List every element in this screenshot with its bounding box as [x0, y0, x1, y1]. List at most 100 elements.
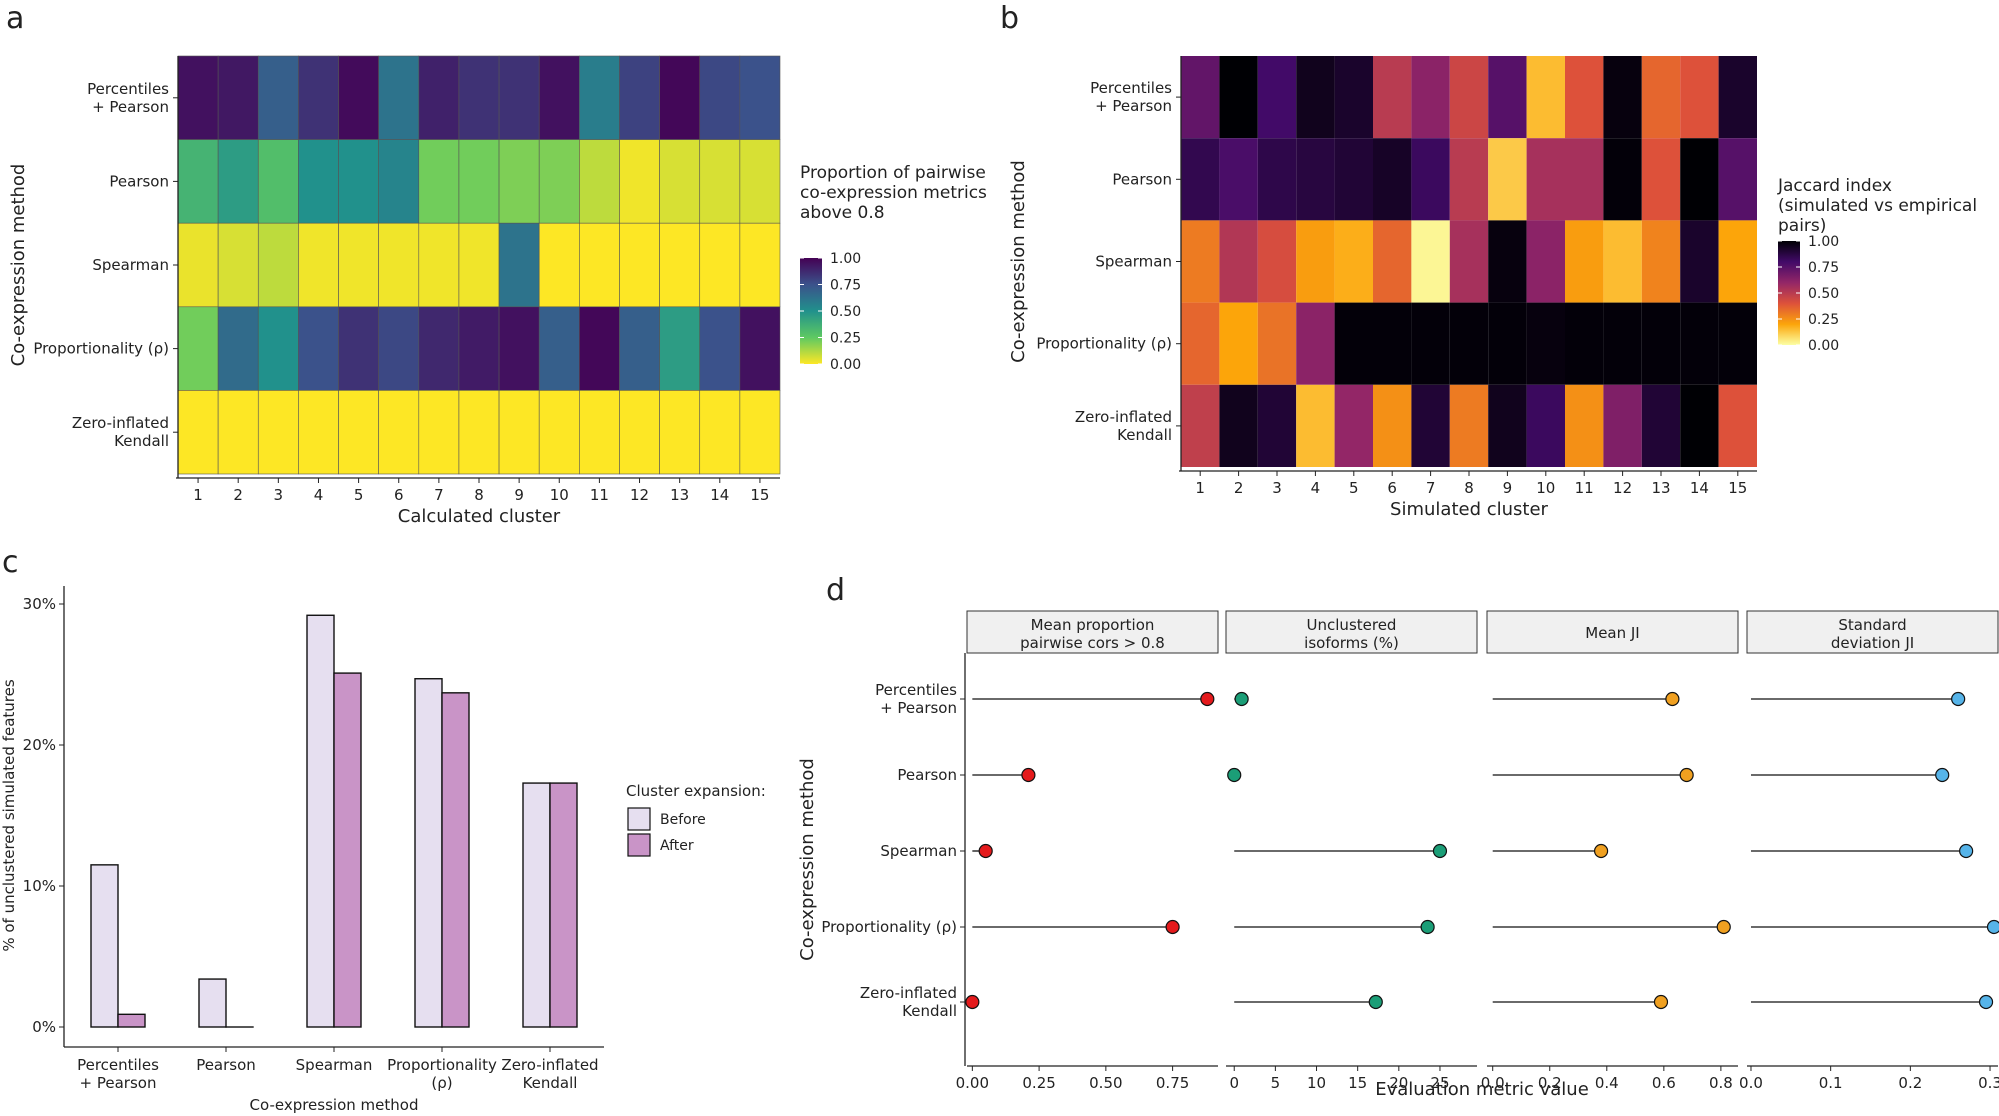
heatmap-cell — [1526, 384, 1565, 467]
panel-letter-c: c — [2, 545, 19, 580]
heatmap-cell — [338, 55, 379, 140]
heatmap-cell — [257, 306, 299, 391]
lollipop-point — [1978, 994, 1994, 1010]
lollipop-point — [1653, 994, 1669, 1010]
x-tick-label: Proportionality (ρ) — [387, 1056, 497, 1092]
heatmap-cell — [217, 390, 259, 475]
heatmap-cell — [418, 222, 460, 308]
lollipop-point — [1593, 843, 1609, 859]
heatmap-cell — [1641, 220, 1681, 303]
y-tick-label: Zero-inflated Kendall — [72, 414, 169, 450]
y-tick-label: 10% — [23, 877, 56, 895]
heatmap-cell — [338, 390, 379, 475]
y-tick-label-line: Proportionality (ρ) — [1036, 335, 1172, 353]
heatmap-cell — [699, 390, 741, 475]
heatmap-cell — [1603, 384, 1642, 467]
heatmap-cell — [1181, 138, 1220, 221]
panel-c-bar-chart: 0% 10% 20% 30% Percentiles + Pearson Pearson Sp… — [0, 586, 766, 1114]
x-tick-label: 0.2 — [1538, 1074, 1562, 1092]
lollipop-point — [1368, 994, 1383, 1010]
heatmap-cell — [458, 139, 500, 224]
facet-strip — [1486, 610, 1739, 654]
x-tick-label: 1 — [1195, 479, 1205, 497]
heatmap-cell — [1181, 302, 1220, 385]
lollipop-point — [1165, 919, 1180, 935]
x-tick-label: 8 — [1464, 479, 1474, 497]
heatmap-cell — [739, 306, 781, 391]
heatmap-cell — [659, 306, 701, 391]
bar-before — [90, 864, 119, 1028]
heatmap-cell — [1334, 138, 1373, 221]
lollipop-point — [1234, 691, 1249, 707]
lollipop-point — [1021, 767, 1036, 783]
heatmap-cell — [619, 139, 660, 224]
heatmap-cell — [659, 222, 701, 308]
x-tick-label: 0.00 — [956, 1074, 989, 1092]
heatmap-cell — [1449, 384, 1489, 467]
bar-after — [549, 782, 578, 1028]
x-tick-label: 10 — [550, 486, 569, 504]
heatmap-cell — [1296, 220, 1335, 303]
legend-title-line: Jaccard index — [1777, 176, 1892, 196]
y-tick-label-line: Percentiles — [875, 681, 957, 699]
x-tick-label: 14 — [1690, 479, 1709, 497]
heatmap-cell — [1603, 56, 1642, 139]
bar-before — [198, 978, 227, 1028]
heatmap-cell — [1565, 138, 1604, 221]
bar-after — [333, 672, 362, 1028]
heatmap-cell — [1488, 138, 1527, 221]
bar-after — [441, 692, 470, 1028]
heatmap-cell — [739, 139, 781, 224]
y-tick-label: Percentiles + Pearson — [875, 681, 957, 717]
legend-title-line: above 0.8 — [800, 203, 885, 223]
heatmap-cell — [1334, 220, 1373, 303]
y-tick-label: Pearson — [1112, 170, 1172, 188]
facet-title-line: pairwise cors > 0.8 — [1020, 634, 1165, 652]
legend-tick-label: 0.50 — [830, 304, 861, 320]
heatmap-cell — [1718, 302, 1757, 385]
x-tick-label-line: Proportionality — [387, 1056, 497, 1074]
x-tick-label: 5 — [1349, 479, 1359, 497]
y-tick-label-line: Pearson — [109, 172, 169, 190]
y-tick-label-line: Spearman — [880, 842, 957, 860]
y-tick-label-line: + Pearson — [880, 699, 957, 717]
heatmap-cell — [538, 222, 580, 308]
facet-title: Standard deviation JI — [1831, 616, 1914, 652]
x-tick-label-line: (ρ) — [431, 1074, 452, 1092]
heatmap-cell — [1257, 220, 1297, 303]
lollipop-point — [1951, 691, 1966, 707]
lollipop-point — [1935, 767, 1950, 783]
x-tick-label: 0.50 — [1089, 1074, 1122, 1092]
heatmap-cell — [217, 139, 259, 224]
lollipop-point — [965, 994, 980, 1010]
heatmap-cell — [1296, 302, 1335, 385]
heatmap-cell — [1680, 56, 1719, 139]
heatmap-cell — [1603, 138, 1642, 221]
y-tick-label-line: Proportionality (ρ) — [33, 340, 169, 358]
heatmap-cell — [1718, 56, 1757, 139]
heatmap-cell — [458, 390, 500, 475]
y-tick-label-line: Percentiles — [1090, 79, 1172, 97]
heatmap-cell — [538, 139, 580, 224]
lollipop-point — [978, 843, 993, 859]
y-tick-label-line: Kendall — [1117, 426, 1172, 444]
heatmap-cell — [1411, 302, 1450, 385]
legend-title-line: (simulated vs empirical — [1778, 196, 1977, 216]
x-tick-label: 1 — [193, 486, 203, 504]
heatmap-cell — [1257, 138, 1297, 221]
facet-title-line: Unclustered — [1307, 616, 1397, 634]
lollipop-point — [1665, 691, 1680, 707]
lollipop-point — [1959, 843, 1974, 859]
lollipop-point — [1986, 919, 1999, 935]
heatmap-cell — [177, 55, 219, 140]
heatmap-cell — [659, 139, 701, 224]
heatmap-cell — [1680, 220, 1719, 303]
x-tick-label: 2 — [233, 486, 243, 504]
heatmap-cell — [298, 306, 339, 391]
heatmap-cell — [1488, 384, 1527, 467]
heatmap-cell — [498, 390, 540, 475]
heatmap-cell — [498, 139, 540, 224]
heatmap-cell — [1411, 220, 1450, 303]
heatmap-cell — [1296, 384, 1335, 467]
x-tick-label: 0.6 — [1652, 1074, 1676, 1092]
